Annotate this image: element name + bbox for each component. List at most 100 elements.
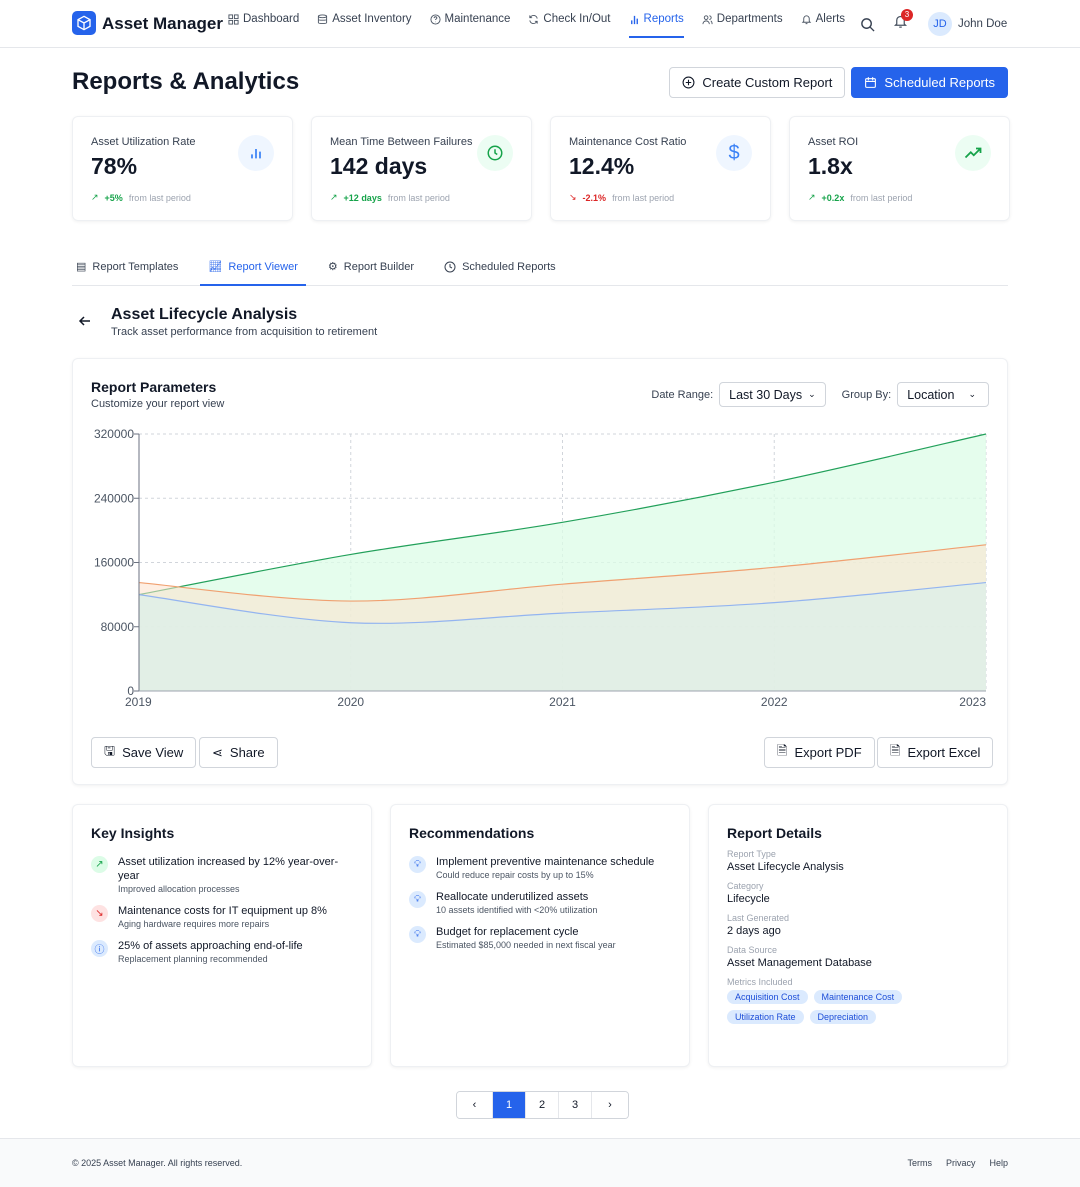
tab-report-viewer[interactable]: 📈︎ Report Viewer — [200, 248, 307, 286]
stat-value: 12.4% — [569, 153, 635, 179]
nav-label: Alerts — [815, 13, 846, 25]
detail-label: Category — [727, 881, 764, 891]
group-by-label: Group By: — [841, 388, 892, 401]
trending-down-icon: ↘ — [91, 905, 108, 922]
next-page-button[interactable]: › — [592, 1092, 628, 1118]
date-range-label: Date Range: — [651, 388, 714, 401]
tab-label: Report Templates — [92, 260, 179, 273]
trending-up-icon: ↗ — [330, 192, 338, 202]
button-label: Save View — [122, 745, 184, 760]
stat-label: Maintenance Cost Ratio — [569, 136, 687, 148]
tab-label: Report Builder — [343, 260, 415, 273]
line-chart-icon: 📈︎ — [208, 261, 223, 273]
nav-alerts[interactable]: Alerts — [801, 0, 845, 38]
nav-label: Maintenance — [444, 13, 511, 25]
help-circle-icon — [429, 13, 441, 25]
brand-name[interactable]: Asset Manager — [102, 14, 223, 33]
rec-sub: Could reduce repair costs by up to 15% — [436, 870, 594, 880]
report-tabs: ▤ Report Templates 📈︎ Report Viewer ⚙ Repor… — [72, 248, 1008, 286]
rec-sub: 10 assets identified with <20% utilizati… — [436, 905, 598, 915]
metric-chip: Maintenance Cost — [813, 990, 903, 1004]
insight-sub: Replacement planning recommended — [118, 954, 268, 964]
save-view-button[interactable]: 🖫︎ Save View — [91, 737, 197, 768]
back-arrow-icon[interactable] — [78, 314, 92, 328]
grid-icon — [228, 13, 239, 25]
chevron-down-icon: ⌄ — [968, 389, 976, 399]
chevron-left-icon: ‹ — [472, 1099, 477, 1111]
tab-report-templates[interactable]: ▤ Report Templates — [72, 248, 182, 285]
group-by-select[interactable]: Location ⌄ — [897, 382, 989, 407]
nav-label: Asset Inventory — [332, 13, 412, 25]
tab-report-builder[interactable]: ⚙ Report Builder — [324, 248, 418, 285]
footer-link-privacy[interactable]: Privacy — [945, 1158, 976, 1168]
metric-chip: Utilization Rate — [727, 1010, 804, 1024]
footer-link-help[interactable]: Help — [989, 1158, 1008, 1168]
page-title: Reports & Analytics — [72, 68, 300, 95]
stat-value: 142 days — [330, 153, 428, 179]
stat-suffix: from last period — [387, 192, 450, 203]
stat-suffix: from last period — [128, 192, 191, 203]
nav-check-in-out[interactable]: Check In/Out — [528, 0, 611, 38]
stat-suffix: from last period — [612, 192, 675, 203]
avatar[interactable]: JD — [928, 12, 952, 36]
bar-chart-icon — [630, 15, 638, 24]
date-range-select[interactable]: Last 30 Days ⌄ — [719, 382, 826, 407]
insight-title: Maintenance costs for IT equipment up 8% — [118, 905, 327, 917]
copyright: © 2025 Asset Manager. All rights reserve… — [72, 1158, 243, 1168]
tab-scheduled-reports[interactable]: Scheduled Reports — [440, 248, 560, 285]
insight-item: ↗ Asset utilization increased by 12% year… — [91, 855, 353, 894]
footer: © 2025 Asset Manager. All rights reserve… — [0, 1138, 1080, 1187]
nav-maintenance[interactable]: Maintenance — [429, 0, 511, 38]
plus-circle-icon — [682, 76, 695, 89]
report-title: Asset Lifecycle Analysis — [111, 306, 298, 323]
chevron-down-icon: ⌄ — [808, 389, 816, 399]
page-button[interactable]: 3 — [559, 1092, 592, 1118]
notification-badge: 3 — [901, 9, 913, 21]
insight-item: ↘ Maintenance costs for IT equipment up 8… — [91, 904, 353, 929]
nav-dashboard[interactable]: Dashboard — [228, 0, 299, 38]
tab-label: Scheduled Reports — [462, 260, 556, 273]
prev-page-button[interactable]: ‹ — [457, 1092, 493, 1118]
nav-label: Check In/Out — [543, 13, 611, 25]
nav-label: Departments — [716, 13, 783, 25]
bell-icon — [801, 14, 811, 24]
alert-circle-icon: ⓘ — [91, 940, 108, 957]
key-insights-card: Key Insights ↗ Asset utilization increase… — [72, 804, 372, 1067]
notifications-button[interactable]: 3 — [893, 9, 913, 34]
detail-value: Asset Management Database — [727, 957, 872, 969]
user-name[interactable]: John Doe — [958, 18, 1008, 30]
page-button[interactable]: 2 — [526, 1092, 559, 1118]
logo-box-icon[interactable] — [72, 11, 96, 35]
scheduled-reports-button[interactable]: Scheduled Reports — [851, 67, 1008, 98]
nav-asset-inventory[interactable]: Asset Inventory — [317, 0, 412, 38]
button-label: Scheduled Reports — [884, 75, 995, 90]
params-title: Report Parameters — [91, 379, 217, 395]
export-excel-button[interactable]: 🗎︎ Export Excel — [877, 737, 994, 768]
stat-card-maintenance-cost: Maintenance Cost Ratio 12.4% ↘ -2.1% from … — [550, 116, 771, 221]
page-button[interactable]: 1 — [493, 1092, 526, 1118]
lightbulb-icon: 💡︎ — [409, 926, 426, 943]
button-label: Share — [229, 745, 265, 760]
nav-label: Dashboard — [243, 13, 300, 25]
stat-value: 78% — [91, 153, 138, 179]
stat-value: 1.8x — [808, 153, 853, 179]
bar-chart-icon — [238, 135, 274, 171]
search-icon[interactable] — [860, 17, 875, 32]
save-icon: 🖫︎ — [104, 742, 116, 758]
button-label: Export PDF — [794, 745, 862, 760]
detail-label: Last Generated — [727, 913, 790, 923]
insights-title: Key Insights — [91, 825, 175, 841]
create-custom-report-button[interactable]: Create Custom Report — [669, 67, 846, 98]
share-button[interactable]: ⋖ Share — [199, 737, 278, 768]
nav-departments[interactable]: Departments — [702, 0, 783, 38]
footer-link-terms[interactable]: Terms — [907, 1158, 932, 1168]
recommendations-title: Recommendations — [409, 825, 535, 841]
select-value: Location — [907, 387, 955, 402]
insight-title: 25% of assets approaching end-of-life — [118, 940, 303, 952]
export-pdf-button[interactable]: 🗎︎ Export PDF — [764, 737, 875, 768]
share-icon: ⋖ — [212, 744, 223, 760]
insight-sub: Improved allocation processes — [118, 884, 240, 894]
nav-reports[interactable]: Reports — [628, 0, 685, 38]
report-subtitle: Track asset performance from acquisition… — [111, 326, 378, 338]
detail-value: Asset Lifecycle Analysis — [727, 861, 844, 873]
